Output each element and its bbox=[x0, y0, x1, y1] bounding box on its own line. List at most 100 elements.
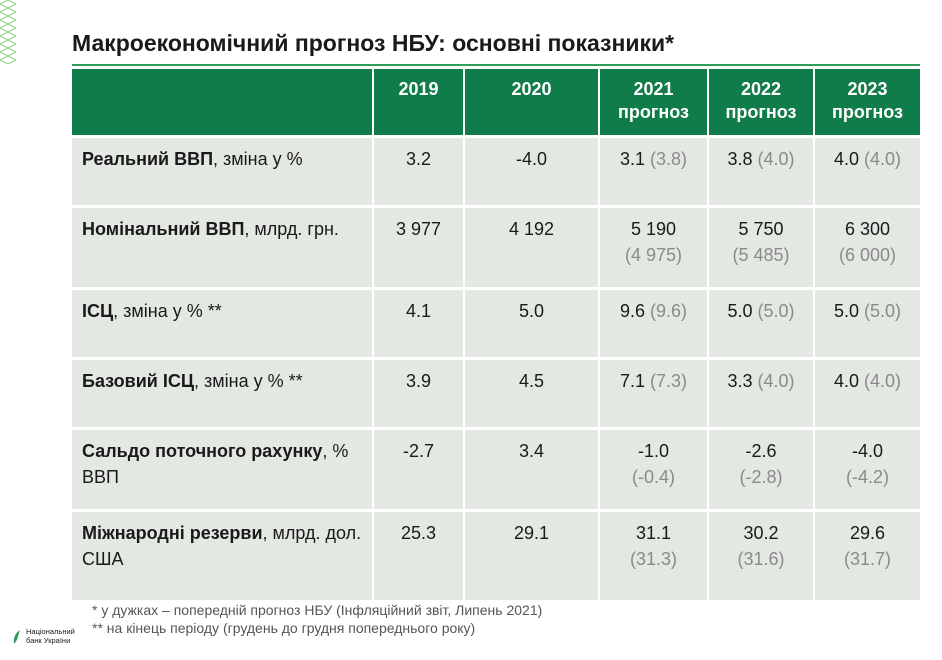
value-cell: 5.0 (5.0) bbox=[709, 287, 815, 357]
row-label: Міжнародні резерви, млрд. дол. США bbox=[72, 509, 374, 600]
value-cell: 9.6 (9.6) bbox=[600, 287, 709, 357]
value-current: -1.0 bbox=[637, 441, 670, 461]
header-year: 2020 bbox=[511, 79, 552, 99]
value-previous: (31.6) bbox=[737, 549, 785, 569]
value-cell: 5.0 bbox=[465, 287, 600, 357]
row-label-rest: , млрд. грн. bbox=[244, 219, 339, 239]
value-previous: (5.0) bbox=[757, 301, 795, 321]
value-current: -4.0 bbox=[851, 441, 884, 461]
page-title: Макроекономічний прогноз НБУ: основні по… bbox=[72, 30, 675, 56]
value-cell: 30.2 (31.6) bbox=[709, 509, 815, 600]
footnotes: * у дужках – попередній прогноз НБУ (Інф… bbox=[92, 601, 542, 637]
value-cell: 4.0 (4.0) bbox=[815, 135, 920, 205]
value-current: 31.1 bbox=[635, 523, 672, 543]
header-year-cell: 2019 bbox=[374, 69, 465, 135]
row-label-bold: Сальдо поточного рахунку bbox=[82, 441, 323, 461]
value-previous: (31.3) bbox=[629, 549, 678, 569]
value-current: 4.5 bbox=[518, 371, 545, 391]
value-cell: 4.0 (4.0) bbox=[815, 357, 920, 427]
value-cell: -2.7 bbox=[374, 427, 465, 509]
row-label: Номінальний ВВП, млрд. грн. bbox=[72, 205, 374, 287]
value-previous: (31.7) bbox=[843, 549, 892, 569]
value-previous: (9.6) bbox=[650, 301, 688, 321]
table-row-reserves: Міжнародні резерви, млрд. дол. США 25.3 … bbox=[72, 509, 920, 600]
header-sub: прогноз bbox=[618, 102, 689, 122]
value-current: 3.8 bbox=[727, 149, 753, 169]
row-label: Сальдо поточного рахунку, % ВВП bbox=[72, 427, 374, 509]
value-current: 6 300 bbox=[844, 219, 891, 239]
value-cell: -2.6 (-2.8) bbox=[709, 427, 815, 509]
row-label-rest: , зміна у % ** bbox=[194, 371, 303, 391]
value-current: 5.0 bbox=[833, 301, 859, 321]
header-year-cell: 2021 прогноз bbox=[600, 69, 709, 135]
value-cell: 4.1 bbox=[374, 287, 465, 357]
value-cell: -4.0 (-4.2) bbox=[815, 427, 920, 509]
value-current: 5.0 bbox=[727, 301, 753, 321]
value-current: 4.0 bbox=[833, 371, 859, 391]
header-year: 2022 bbox=[740, 79, 782, 99]
title-divider bbox=[72, 64, 920, 66]
header-year: 2021 bbox=[633, 79, 674, 99]
value-previous: (3.8) bbox=[650, 149, 688, 169]
header-sub: прогноз bbox=[832, 102, 903, 122]
logo-line-1: Національний bbox=[26, 627, 75, 636]
row-label: Базовий ІСЦ, зміна у % ** bbox=[72, 357, 374, 427]
row-label-rest: , % ВВП bbox=[82, 441, 349, 487]
value-current: -4.0 bbox=[515, 149, 548, 169]
row-label-bold: Базовий ІСЦ bbox=[82, 371, 195, 391]
value-previous: (-4.2) bbox=[845, 467, 889, 487]
header-year-cell: 2020 bbox=[465, 69, 600, 135]
value-current: 29.1 bbox=[513, 523, 550, 543]
value-current: 25.3 bbox=[400, 523, 437, 543]
row-label-bold: ІСЦ bbox=[82, 301, 114, 321]
value-current: 5.0 bbox=[518, 301, 545, 321]
logo-text: Національний банк України bbox=[26, 627, 75, 645]
table-row-current-account: Сальдо поточного рахунку, % ВВП -2.7 3.4… bbox=[72, 427, 920, 509]
value-current: 4 192 bbox=[508, 219, 555, 239]
header-indicator-cell bbox=[72, 69, 374, 135]
row-label-rest: , зміна у % bbox=[213, 149, 303, 169]
value-current: 3.4 bbox=[518, 441, 545, 461]
value-cell: 5 190 (4 975) bbox=[600, 205, 709, 287]
value-current: -2.7 bbox=[402, 441, 435, 461]
value-previous: (-0.4) bbox=[631, 467, 675, 487]
value-cell: 31.1 (31.3) bbox=[600, 509, 709, 600]
value-cell: 3.4 bbox=[465, 427, 600, 509]
value-current: 29.6 bbox=[849, 523, 886, 543]
table-row-nominal-gdp: Номінальний ВВП, млрд. грн. 3 977 4 192 … bbox=[72, 205, 920, 287]
value-current: 3.3 bbox=[727, 371, 753, 391]
value-previous: (4.0) bbox=[864, 149, 902, 169]
value-cell: 29.6 (31.7) bbox=[815, 509, 920, 600]
logo-line-2: банк України bbox=[26, 635, 71, 645]
table-header-row: 2019 2020 2021 прогноз 2022 прогноз 2023… bbox=[72, 69, 920, 135]
row-label-rest: , млрд. дол. США bbox=[82, 523, 362, 569]
value-current: 30.2 bbox=[743, 523, 779, 543]
value-current: 3.9 bbox=[405, 371, 432, 391]
value-cell: 6 300 (6 000) bbox=[815, 205, 920, 287]
row-label-bold: Номінальний ВВП bbox=[82, 219, 245, 239]
value-previous: (4 975) bbox=[624, 245, 683, 265]
value-previous: (7.3) bbox=[650, 371, 688, 391]
header-sub: прогноз bbox=[725, 102, 797, 122]
value-current: 4.1 bbox=[405, 301, 432, 321]
forecast-table: 2019 2020 2021 прогноз 2022 прогноз 2023… bbox=[72, 69, 920, 600]
value-current: 3 977 bbox=[395, 219, 442, 239]
value-cell: 3.8 (4.0) bbox=[709, 135, 815, 205]
corner-lattice-pattern bbox=[0, 0, 16, 64]
value-cell: 5 750 (5 485) bbox=[709, 205, 815, 287]
value-previous: (5.0) bbox=[864, 301, 902, 321]
value-previous: (6 000) bbox=[838, 245, 897, 265]
value-current: -2.6 bbox=[745, 441, 777, 461]
value-current: 3.1 bbox=[619, 149, 645, 169]
value-cell: 5.0 (5.0) bbox=[815, 287, 920, 357]
header-year-cell: 2022 прогноз bbox=[709, 69, 815, 135]
value-current: 3.2 bbox=[405, 149, 432, 169]
row-label-bold: Міжнародні резерви bbox=[82, 523, 263, 543]
row-label: Реальний ВВП, зміна у % bbox=[72, 135, 374, 205]
value-cell: 3.9 bbox=[374, 357, 465, 427]
footnote-previous-forecast: * у дужках – попередній прогноз НБУ (Інф… bbox=[92, 602, 543, 618]
header-year-cell: 2023 прогноз bbox=[815, 69, 920, 135]
table-row-core-cpi: Базовий ІСЦ, зміна у % ** 3.9 4.5 7.1 (7… bbox=[72, 357, 920, 427]
row-label: ІСЦ, зміна у % ** bbox=[72, 287, 374, 357]
value-previous: (4.0) bbox=[757, 371, 795, 391]
